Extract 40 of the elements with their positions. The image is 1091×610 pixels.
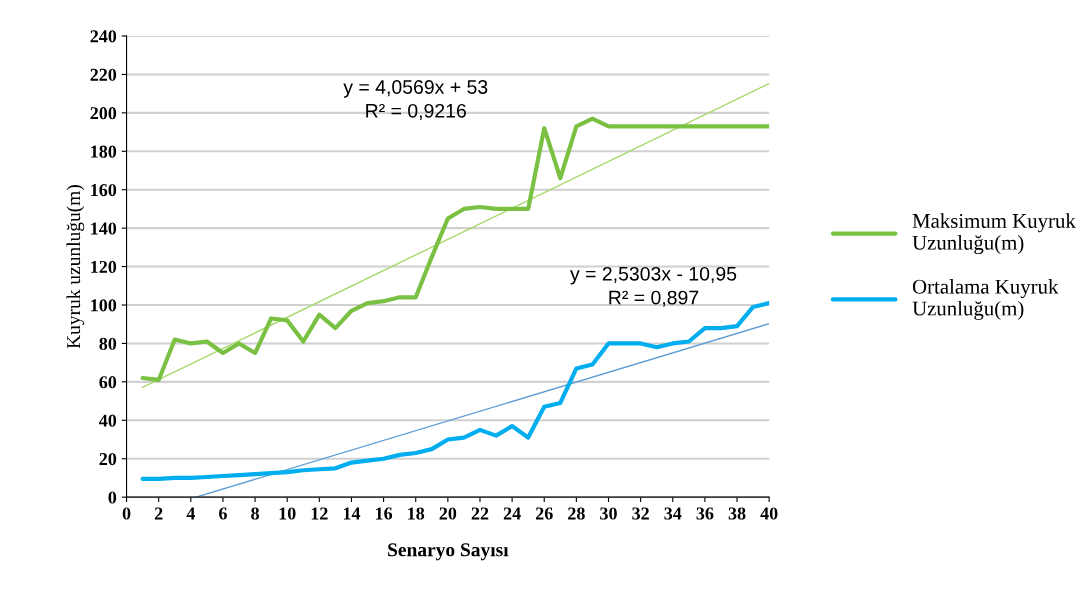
y-tick-label: 220	[90, 68, 117, 81]
x-tick-label: 16	[376, 507, 393, 520]
y-tick-label: 40	[99, 414, 117, 427]
x-tick-label: 4	[186, 507, 195, 520]
x-tick-label: 18	[408, 507, 425, 520]
y-tick-label: 140	[91, 222, 117, 235]
y-tick-label: 240	[90, 30, 117, 43]
legend-label: Ortalama Kuyruk Uzunluğu(m)	[912, 279, 1059, 320]
x-tick-label: 26	[535, 507, 553, 520]
x-tick-label: 28	[568, 507, 585, 520]
x-tick-label: 40	[760, 507, 778, 520]
x-tick-label: 36	[696, 507, 714, 520]
x-tick-label: 10	[279, 507, 296, 520]
y-axis-title: Kuyruk uzunluğu(m)	[66, 185, 85, 349]
x-tick-label: 0	[122, 507, 131, 520]
y-tick-label: 80	[99, 337, 117, 350]
x-tick-label: 8	[251, 507, 259, 520]
x-axis-title: Senaryo Sayısı	[388, 543, 509, 561]
x-tick-label: 14	[343, 507, 361, 520]
annotation: y = 2,5303x - 10,95 R² = 0,897	[570, 266, 737, 307]
x-tick-label: 12	[311, 507, 328, 520]
x-tick-label: 22	[471, 507, 489, 520]
y-tick-label: 60	[99, 376, 117, 389]
y-tick-label: 180	[91, 145, 117, 158]
x-tick-label: 24	[503, 507, 521, 520]
legend-label: Maksimum Kuyruk Uzunluğu(m)	[912, 213, 1076, 255]
y-tick-label: 100	[91, 299, 117, 312]
y-tick-label: 20	[99, 452, 117, 466]
y-tick-label: 160	[91, 183, 117, 197]
y-tick-label: 200	[90, 107, 117, 120]
annotation: y = 4,0569x + 53 R² = 0,9216	[343, 80, 488, 120]
x-tick-label: 38	[728, 507, 746, 520]
y-tick-label: 120	[91, 260, 117, 274]
x-tick-label: 30	[600, 507, 617, 520]
x-tick-label: 32	[632, 507, 649, 520]
x-tick-label: 2	[154, 507, 163, 520]
x-tick-label: 20	[439, 507, 457, 520]
x-tick-label: 34	[664, 507, 682, 520]
x-tick-label: 6	[219, 507, 227, 520]
y-tick-label: 0	[108, 491, 117, 504]
